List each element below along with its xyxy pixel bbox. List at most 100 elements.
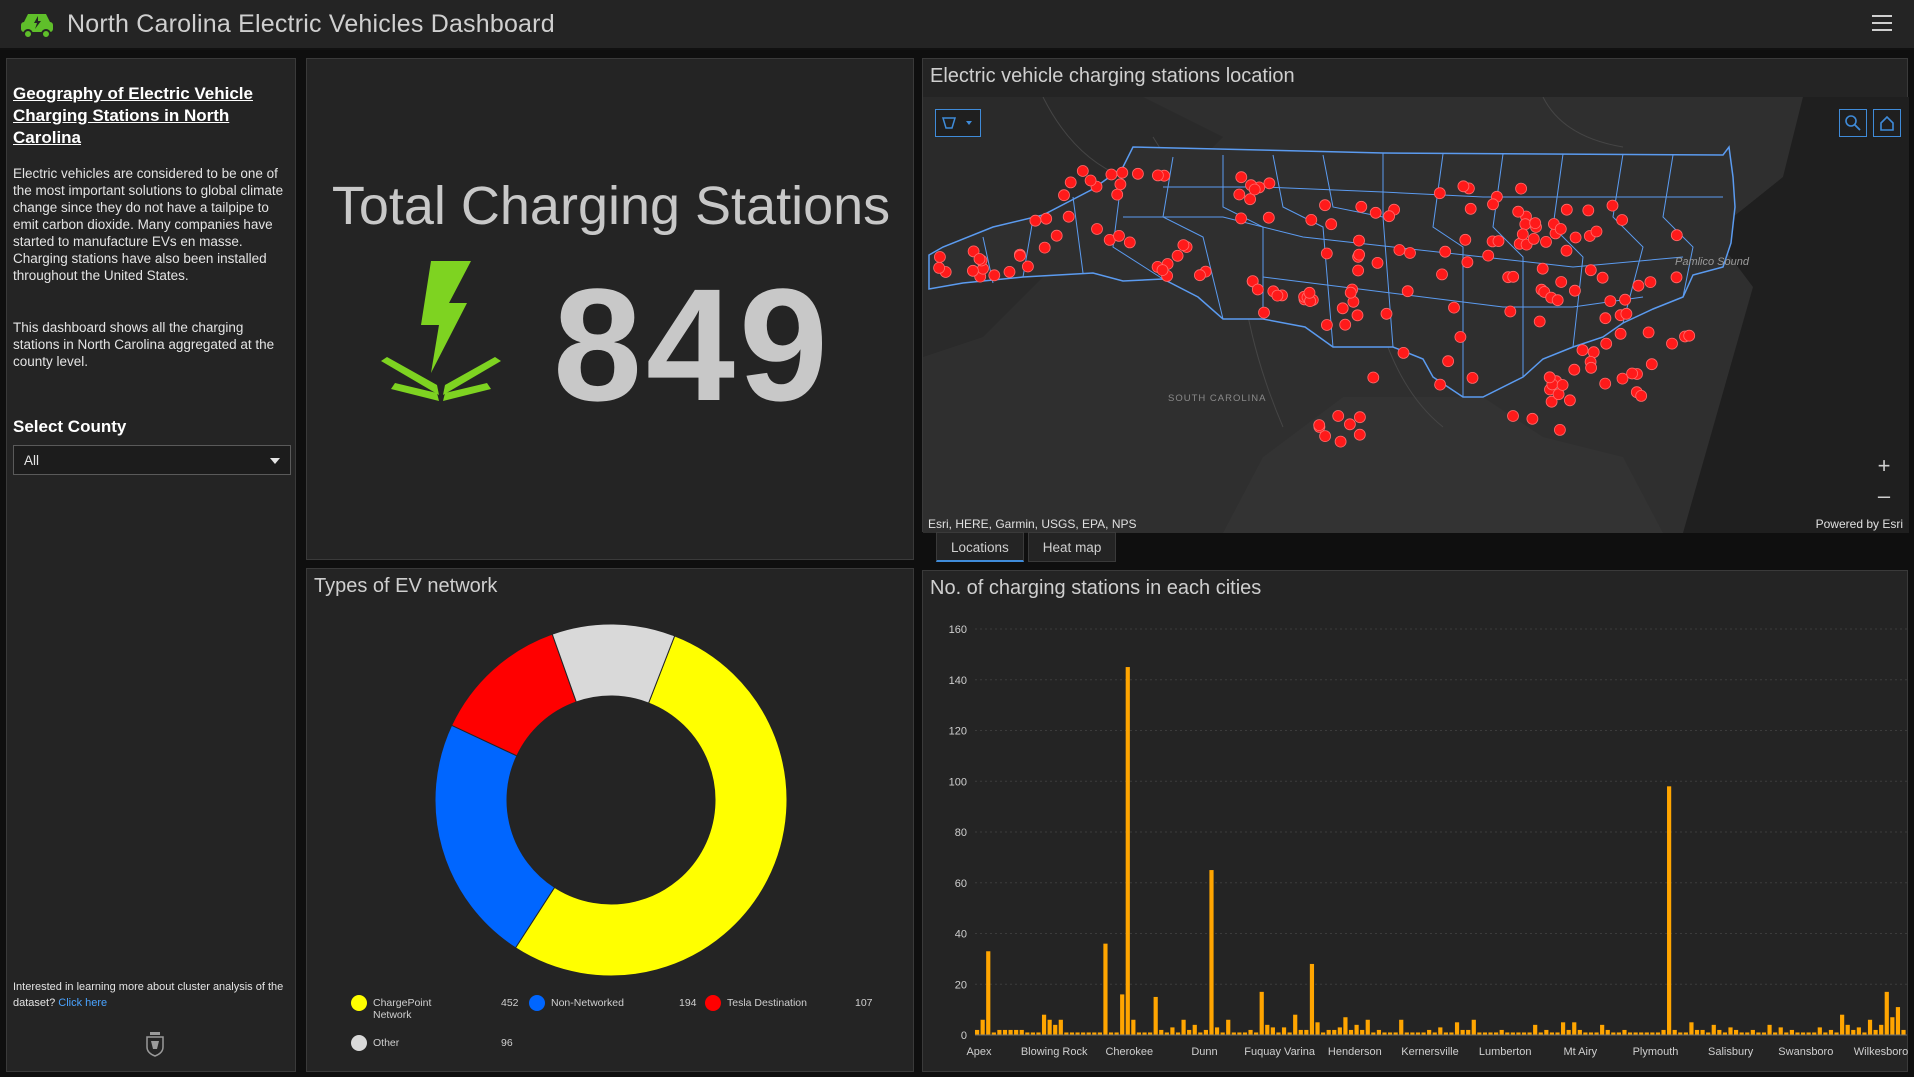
station-marker[interactable] — [1461, 256, 1474, 269]
city-bar[interactable] — [1494, 1032, 1499, 1035]
city-bar[interactable] — [1064, 1032, 1069, 1035]
city-bar[interactable] — [1745, 1032, 1750, 1035]
station-marker[interactable] — [1334, 435, 1347, 448]
station-marker[interactable] — [1151, 169, 1164, 182]
city-bar[interactable] — [1192, 1024, 1197, 1035]
city-bar[interactable] — [1566, 1029, 1571, 1036]
station-marker[interactable] — [1248, 183, 1261, 196]
station-marker[interactable] — [1433, 187, 1446, 200]
station-marker[interactable] — [1076, 165, 1089, 177]
city-bar[interactable] — [1047, 1019, 1052, 1035]
station-marker[interactable] — [1635, 389, 1648, 402]
station-marker[interactable] — [1305, 214, 1318, 226]
station-marker[interactable] — [1584, 264, 1597, 277]
city-bar[interactable] — [1488, 1032, 1493, 1035]
city-bar[interactable] — [1622, 1029, 1627, 1036]
city-bar[interactable] — [1393, 1032, 1398, 1035]
city-bar[interactable] — [1862, 1032, 1867, 1035]
city-bar[interactable] — [1125, 667, 1130, 1035]
station-marker[interactable] — [1355, 200, 1368, 213]
station-marker[interactable] — [1353, 428, 1366, 441]
station-marker[interactable] — [1105, 168, 1118, 181]
city-bar[interactable] — [1840, 1014, 1845, 1035]
station-marker[interactable] — [1457, 180, 1470, 193]
station-marker[interactable] — [1343, 418, 1356, 431]
city-bar[interactable] — [1399, 1019, 1404, 1035]
station-marker[interactable] — [1113, 229, 1125, 242]
city-bar[interactable] — [1572, 1022, 1577, 1035]
city-bar[interactable] — [1683, 1032, 1688, 1035]
city-bar[interactable] — [1454, 1022, 1460, 1035]
city-bar[interactable] — [1538, 1032, 1543, 1035]
city-bar[interactable] — [1276, 1032, 1281, 1035]
city-bar[interactable] — [1270, 1027, 1275, 1035]
city-bar[interactable] — [1616, 1032, 1621, 1035]
station-marker[interactable] — [1620, 307, 1633, 320]
station-marker[interactable] — [1058, 189, 1070, 202]
station-marker[interactable] — [1116, 166, 1129, 179]
station-marker[interactable] — [1050, 229, 1063, 242]
city-bar[interactable] — [1404, 1032, 1409, 1035]
city-bar[interactable] — [1689, 1022, 1694, 1035]
station-marker[interactable] — [1448, 301, 1460, 314]
city-bar[interactable] — [1209, 870, 1214, 1035]
station-marker[interactable] — [1556, 379, 1569, 391]
search-button[interactable] — [1839, 109, 1867, 137]
station-marker[interactable] — [1645, 358, 1658, 371]
city-bar[interactable] — [1298, 1029, 1303, 1036]
station-marker[interactable] — [1235, 171, 1248, 184]
city-bar[interactable] — [1265, 1024, 1270, 1035]
station-marker[interactable] — [1351, 309, 1364, 322]
station-marker[interactable] — [1670, 271, 1683, 284]
city-bar[interactable] — [1293, 1014, 1298, 1035]
city-bar[interactable] — [1025, 1032, 1030, 1035]
city-bar[interactable] — [1583, 1032, 1588, 1035]
city-bar[interactable] — [1717, 1029, 1722, 1036]
city-bar[interactable] — [1482, 1032, 1488, 1035]
station-marker[interactable] — [988, 269, 1001, 282]
city-bar[interactable] — [1739, 1032, 1744, 1035]
city-bar[interactable] — [1521, 1032, 1527, 1035]
city-bar[interactable] — [1231, 1032, 1236, 1035]
station-marker[interactable] — [1336, 302, 1349, 315]
city-bar[interactable] — [986, 951, 991, 1035]
city-bar[interactable] — [1828, 1029, 1834, 1036]
station-marker[interactable] — [1393, 244, 1406, 256]
city-bar[interactable] — [1588, 1032, 1594, 1035]
city-bar[interactable] — [1795, 1032, 1800, 1035]
station-marker[interactable] — [1442, 355, 1454, 368]
city-bar[interactable] — [1516, 1032, 1521, 1035]
city-bar[interactable] — [1477, 1032, 1482, 1035]
station-marker[interactable] — [1644, 276, 1657, 289]
station-marker[interactable] — [1515, 182, 1527, 195]
station-marker[interactable] — [1332, 410, 1345, 422]
station-marker[interactable] — [1632, 279, 1645, 292]
station-marker[interactable] — [1504, 305, 1517, 318]
city-bar[interactable] — [1678, 1032, 1683, 1035]
city-bar[interactable] — [1053, 1024, 1058, 1035]
city-bar[interactable] — [1594, 1032, 1599, 1035]
city-bar[interactable] — [1242, 1032, 1248, 1035]
station-marker[interactable] — [1585, 361, 1597, 374]
city-bar[interactable] — [1667, 786, 1672, 1035]
station-marker[interactable] — [1131, 167, 1144, 180]
station-marker[interactable] — [1569, 231, 1582, 244]
map-view[interactable]: SOUTH CAROLINA Pamlico Sound + – — [923, 97, 1909, 533]
city-bar[interactable] — [1706, 1032, 1711, 1035]
station-marker[interactable] — [1516, 228, 1529, 241]
station-marker[interactable] — [1353, 411, 1366, 424]
station-marker[interactable] — [1554, 423, 1566, 436]
station-marker[interactable] — [1551, 294, 1564, 307]
city-bar[interactable] — [1304, 1029, 1309, 1036]
station-marker[interactable] — [933, 261, 946, 274]
city-bar[interactable] — [1533, 1024, 1538, 1035]
station-marker[interactable] — [1564, 394, 1576, 407]
station-marker[interactable] — [1383, 210, 1396, 223]
station-marker[interactable] — [1569, 284, 1581, 297]
city-bar[interactable] — [1041, 1014, 1047, 1035]
station-marker[interactable] — [1670, 229, 1683, 242]
station-marker[interactable] — [1123, 236, 1136, 249]
tab-locations[interactable]: Locations — [936, 532, 1024, 562]
station-marker[interactable] — [1303, 286, 1316, 299]
city-bar[interactable] — [1058, 1019, 1063, 1035]
